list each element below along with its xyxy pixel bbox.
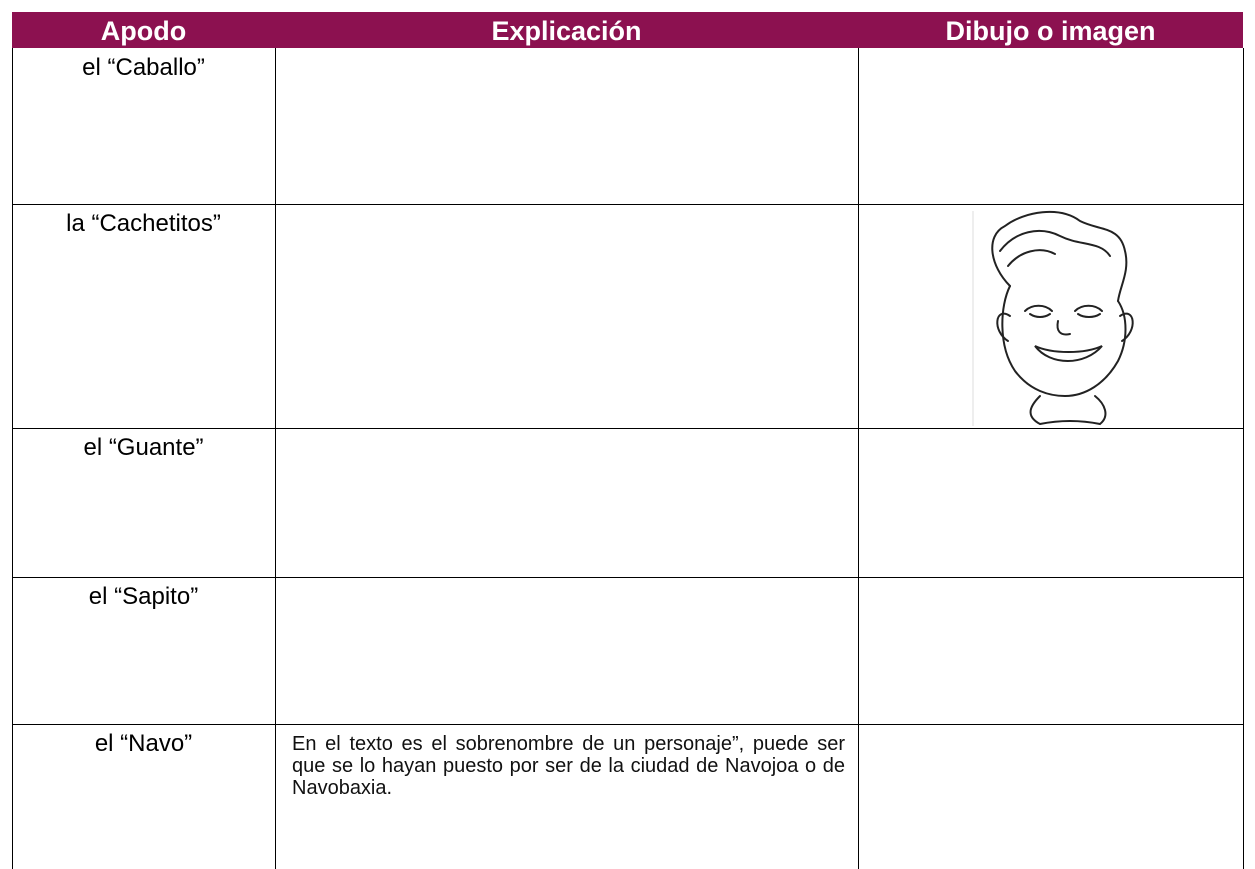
border [12, 724, 1244, 725]
border [12, 48, 13, 869]
header-cell: Explicación [491, 16, 642, 46]
header-cell: Apodo [100, 16, 187, 46]
apodo-cell: el “Caballo” [82, 54, 205, 81]
apodo-cell: la “Cachetitos” [66, 210, 221, 237]
header-cell: Dibujo o imagen [945, 16, 1156, 46]
apodo-cell: el “Navo” [94, 730, 193, 757]
border [12, 204, 1244, 205]
apodo-cell: el “Guante” [83, 434, 204, 461]
border [12, 428, 1244, 429]
apodo-cell: el “Sapito” [88, 583, 199, 610]
border [858, 48, 859, 869]
header-bar [12, 12, 1243, 48]
explicacion-cell: En el texto es el sobrenombre de un pers… [292, 733, 845, 799]
caricature [972, 210, 1134, 426]
border [275, 48, 276, 869]
border [1243, 48, 1244, 869]
border [12, 577, 1244, 578]
